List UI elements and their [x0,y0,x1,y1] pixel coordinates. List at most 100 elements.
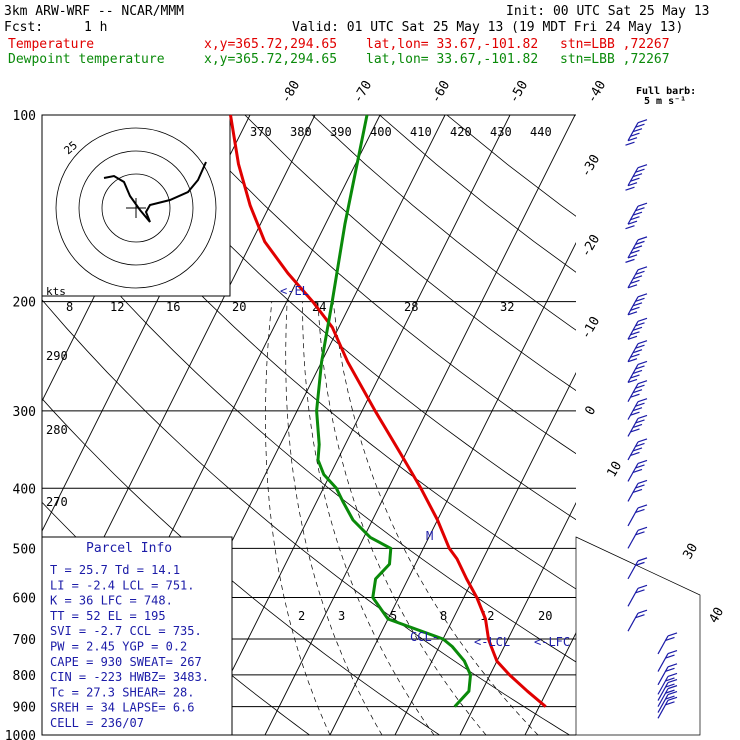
model-title: 3km ARW-WRF -- NCAR/MMM [4,4,185,19]
wind-barb-flag [632,128,643,133]
wind-barb [625,236,648,263]
barb-legend-line1: Full barb: [636,86,696,97]
isotherm-line [459,501,576,735]
moist-adiabat-label: 290 [46,349,68,363]
wind-barb-flag [625,141,635,146]
dewpoint-latlon: lat,lon= 33.67,-101.82 [366,52,539,67]
wind-barb-flag [635,484,645,489]
dry-adiabat-line [42,299,570,735]
wind-barb-flag [637,340,648,345]
wind-barb-flag [627,378,638,384]
wind-barb-flag [625,258,635,263]
wind-barb-flag [630,279,640,284]
wind-barb-flag [630,353,640,358]
forecast-label: Fcst: [4,20,44,35]
wind-barb-flag [637,526,648,531]
wind-barb-flag [635,322,645,327]
theta-e-label: 32 [500,300,514,314]
theta-e-label: 20 [232,300,246,314]
dry-adiabat-label: 420 [450,125,472,139]
wind-barb [627,317,648,340]
wind-barb-flag [667,685,678,690]
parcel-info-row: PW = 2.45 YGP = 0.2 [50,640,187,654]
forecast-value: 1 h [84,20,108,35]
wind-barb-flag [665,695,675,700]
isobar-label: 800 [13,669,36,684]
wind-barb-staff [657,694,669,713]
wind-barb-flag [637,479,648,484]
wind-barb-flag [632,211,643,216]
wind-barb-flag [635,614,645,619]
wind-barb-flag [630,306,640,311]
wind-barb [627,459,648,482]
wind-barb-staff [657,700,669,719]
wind-barb [627,293,648,316]
isotherm-right-label: 40 [706,605,727,626]
wind-barb [657,672,678,695]
wind-barb-staff [627,530,639,549]
wind-barb-flag [630,411,640,416]
parcel-info-box [41,536,233,736]
dry-adiabat-label: 390 [330,125,352,139]
wind-barb-flag [630,216,640,221]
wind-barb-flag [665,677,675,682]
isobar-label: 500 [13,542,36,557]
mixing-ratio-label: 5 [390,609,397,623]
mixing-ratio-label: 20 [538,609,552,623]
parcel-info-title: Parcel Info [86,541,172,556]
wind-barb-flag [625,225,635,230]
wind-barb-flag [630,393,640,398]
wind-barb-flag [667,679,678,684]
wind-barb-staff [627,560,639,580]
dry-adiabat-label: 430 [490,125,512,139]
isotherm-top-label: -70 [350,78,375,106]
wind-barb-flag [635,442,645,447]
hodograph-ring [55,127,217,289]
hodograph-trace [103,161,207,223]
wind-barb-flag [637,504,648,509]
parcel-info-row: SREH = 34 LAPSE= 6.6 [50,701,195,715]
wind-barb-flag [635,365,645,370]
dry-adiabat-line [244,115,576,392]
parcel-info-row: Tc = 27.3 SHEAR= 28. [50,685,195,699]
wind-barb-flag [635,207,645,212]
wind-barb-flag [667,632,678,637]
wind-barb-flag [627,284,638,289]
theta-e-label: 16 [166,300,180,314]
wind-barb-flag [627,254,638,259]
wind-barb-flag [630,428,640,433]
wind-barb-flag [630,177,640,182]
isotherm-line [394,371,576,735]
wind-barb-staff [627,507,639,527]
wind-barb-flag [632,173,643,178]
isobar-label: 900 [13,701,36,716]
wind-barb-flag [665,636,675,641]
wind-barb-flag [627,220,638,225]
wind-barb [657,690,678,713]
hodograph-center [126,198,146,218]
level-annotation: M [426,529,433,543]
wind-barb-flag [637,438,648,443]
wind-barb-flag [635,561,645,566]
wind-barb-flag [637,414,648,420]
wind-barb [625,119,648,146]
wind-barb [627,438,648,461]
parcel-info-row: K = 36 LFC = 748. [50,594,173,608]
wind-barb-flag [627,335,638,340]
wind-barb-flag [637,236,648,241]
wind-barb-flag [632,245,643,250]
wind-barb-flag [635,464,645,469]
wind-barb-staff [627,587,639,607]
dry-adiabat-line [42,115,576,590]
parcel-info-row: SVI = -2.7 CCL = 735. [50,624,202,638]
wind-barb-flag [630,132,640,137]
dry-adiabat-label: 380 [290,125,312,139]
level-annotation: <-EL [280,284,309,298]
dry-adiabat-line [177,115,576,455]
wind-barb-flag [665,683,675,688]
parcel-info-row: CIN = -223 HWBZ= 3483. [50,670,209,684]
wind-barb-flag [637,119,648,124]
wind-barb-flag [635,297,645,302]
dry-adiabat-label: 370 [250,125,272,139]
wind-barb-flag [630,249,640,254]
